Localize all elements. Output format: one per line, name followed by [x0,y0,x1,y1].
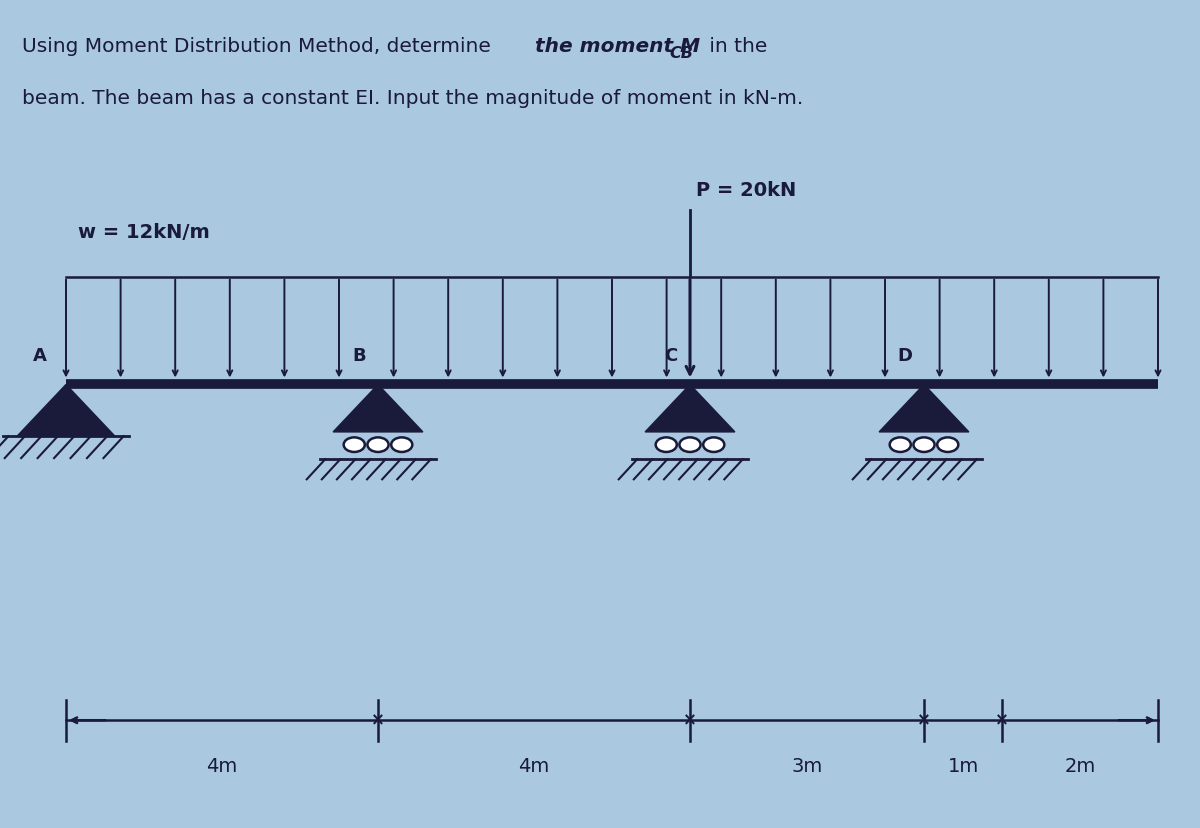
Text: CB: CB [670,46,694,60]
Text: B: B [352,346,366,364]
Text: ×: × [995,710,1009,729]
Polygon shape [880,385,968,432]
Text: C: C [664,346,678,364]
Text: the moment M: the moment M [535,37,701,56]
Text: ×: × [917,710,931,729]
Text: in the: in the [703,37,768,56]
Text: 2m: 2m [1064,757,1096,775]
Circle shape [391,438,413,452]
Circle shape [889,438,911,452]
Text: ×: × [371,710,385,729]
Circle shape [655,438,677,452]
Polygon shape [334,385,422,432]
Text: ×: × [683,710,697,729]
Circle shape [343,438,365,452]
Circle shape [937,438,959,452]
Circle shape [679,438,701,452]
Circle shape [703,438,725,452]
Text: w = 12kN/m: w = 12kN/m [78,223,210,241]
Text: 1m: 1m [947,757,979,775]
Circle shape [367,438,389,452]
Circle shape [913,438,935,452]
Text: D: D [898,346,912,364]
Text: beam. The beam has a constant EI. Input the magnitude of moment in kN-m.: beam. The beam has a constant EI. Input … [22,89,803,108]
Text: P = 20kN: P = 20kN [696,181,797,200]
Text: A: A [32,346,47,364]
Polygon shape [646,385,734,432]
Text: Using Moment Distribution Method, determine: Using Moment Distribution Method, determ… [22,37,497,56]
Polygon shape [17,385,115,436]
Text: 4m: 4m [518,757,550,775]
Text: 4m: 4m [206,757,238,775]
Text: 3m: 3m [791,757,823,775]
